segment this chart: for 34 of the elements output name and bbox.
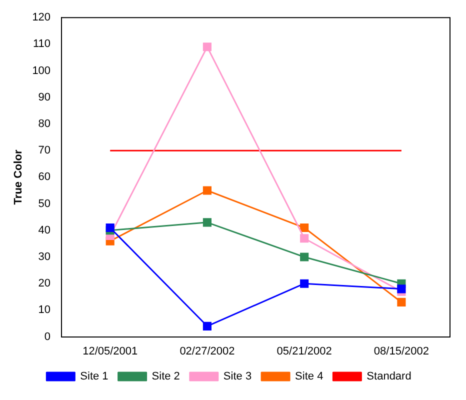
point	[202, 322, 212, 330]
y-tick-label: 60	[38, 171, 51, 184]
y-tick-label: 10	[38, 304, 51, 316]
legend-label: Site 2	[152, 370, 180, 383]
y-tick-label: 70	[38, 144, 51, 157]
y-tick-label: 100	[32, 64, 51, 77]
x-tick-label: 02/27/2002	[180, 345, 235, 358]
point	[300, 223, 309, 232]
x-tick-label: 12/05/2001	[82, 345, 138, 358]
legend-label: Standard	[366, 370, 412, 383]
y-axis-title: True Color	[12, 148, 25, 205]
legend-label: Site 4	[295, 370, 324, 383]
point	[106, 223, 114, 232]
point	[202, 186, 212, 195]
y-tick-label: 30	[38, 251, 51, 264]
x-tick-label: 08/15/2002	[374, 345, 429, 358]
y-tick-label: 20	[38, 278, 51, 290]
point	[202, 42, 212, 52]
point	[300, 279, 309, 288]
y-tick-label: 80	[38, 118, 51, 130]
y-tick-label: 0	[44, 330, 51, 343]
y-tick-label: 120	[32, 12, 51, 24]
y-tick-label: 50	[38, 198, 51, 210]
legend-label: Site 1	[80, 370, 108, 383]
legend-label: Site 3	[223, 370, 252, 383]
x-tick-label: 05/21/2002	[276, 345, 332, 358]
point	[397, 298, 406, 307]
point	[300, 252, 309, 262]
y-tick-label: 90	[38, 91, 51, 104]
y-tick-label: 40	[38, 224, 51, 236]
point	[397, 284, 406, 294]
y-tick-label: 110	[33, 38, 51, 50]
point	[202, 218, 212, 227]
point	[300, 234, 309, 243]
